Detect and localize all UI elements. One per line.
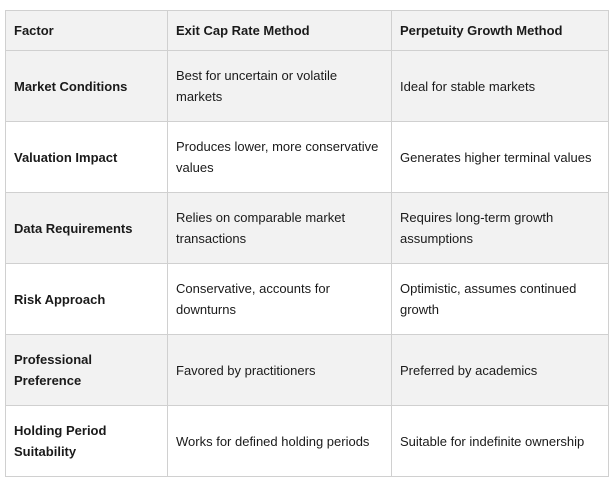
table-row: Professional Preference Favored by pract… xyxy=(5,334,609,406)
table-header-row: Factor Exit Cap Rate Method Perpetuity G… xyxy=(5,10,609,51)
factor-cell: Holding Period Suitability xyxy=(5,405,168,477)
perpetuity-cell: Ideal for stable markets xyxy=(391,50,609,122)
factor-cell: Valuation Impact xyxy=(5,121,168,193)
perpetuity-cell: Preferred by academics xyxy=(391,334,609,406)
table-row: Market Conditions Best for uncertain or … xyxy=(5,50,609,122)
header-exit-cap-rate-method: Exit Cap Rate Method xyxy=(167,10,392,51)
header-perpetuity-growth-method: Perpetuity Growth Method xyxy=(391,10,609,51)
table-row: Data Requirements Relies on comparable m… xyxy=(5,192,609,264)
factor-cell: Data Requirements xyxy=(5,192,168,264)
comparison-table: Factor Exit Cap Rate Method Perpetuity G… xyxy=(5,10,609,477)
exit-cap-cell: Relies on comparable market transactions xyxy=(167,192,392,264)
exit-cap-cell: Works for defined holding periods xyxy=(167,405,392,477)
factor-cell: Professional Preference xyxy=(5,334,168,406)
header-factor: Factor xyxy=(5,10,168,51)
perpetuity-cell: Suitable for indefinite ownership xyxy=(391,405,609,477)
exit-cap-cell: Produces lower, more conservative values xyxy=(167,121,392,193)
exit-cap-cell: Favored by practitioners xyxy=(167,334,392,406)
table-row: Valuation Impact Produces lower, more co… xyxy=(5,121,609,193)
factor-cell: Market Conditions xyxy=(5,50,168,122)
exit-cap-cell: Conservative, accounts for downturns xyxy=(167,263,392,335)
table-row: Risk Approach Conservative, accounts for… xyxy=(5,263,609,335)
exit-cap-cell: Best for uncertain or volatile markets xyxy=(167,50,392,122)
factor-cell: Risk Approach xyxy=(5,263,168,335)
perpetuity-cell: Requires long-term growth assumptions xyxy=(391,192,609,264)
perpetuity-cell: Optimistic, assumes continued growth xyxy=(391,263,609,335)
table-row: Holding Period Suitability Works for def… xyxy=(5,405,609,477)
perpetuity-cell: Generates higher terminal values xyxy=(391,121,609,193)
